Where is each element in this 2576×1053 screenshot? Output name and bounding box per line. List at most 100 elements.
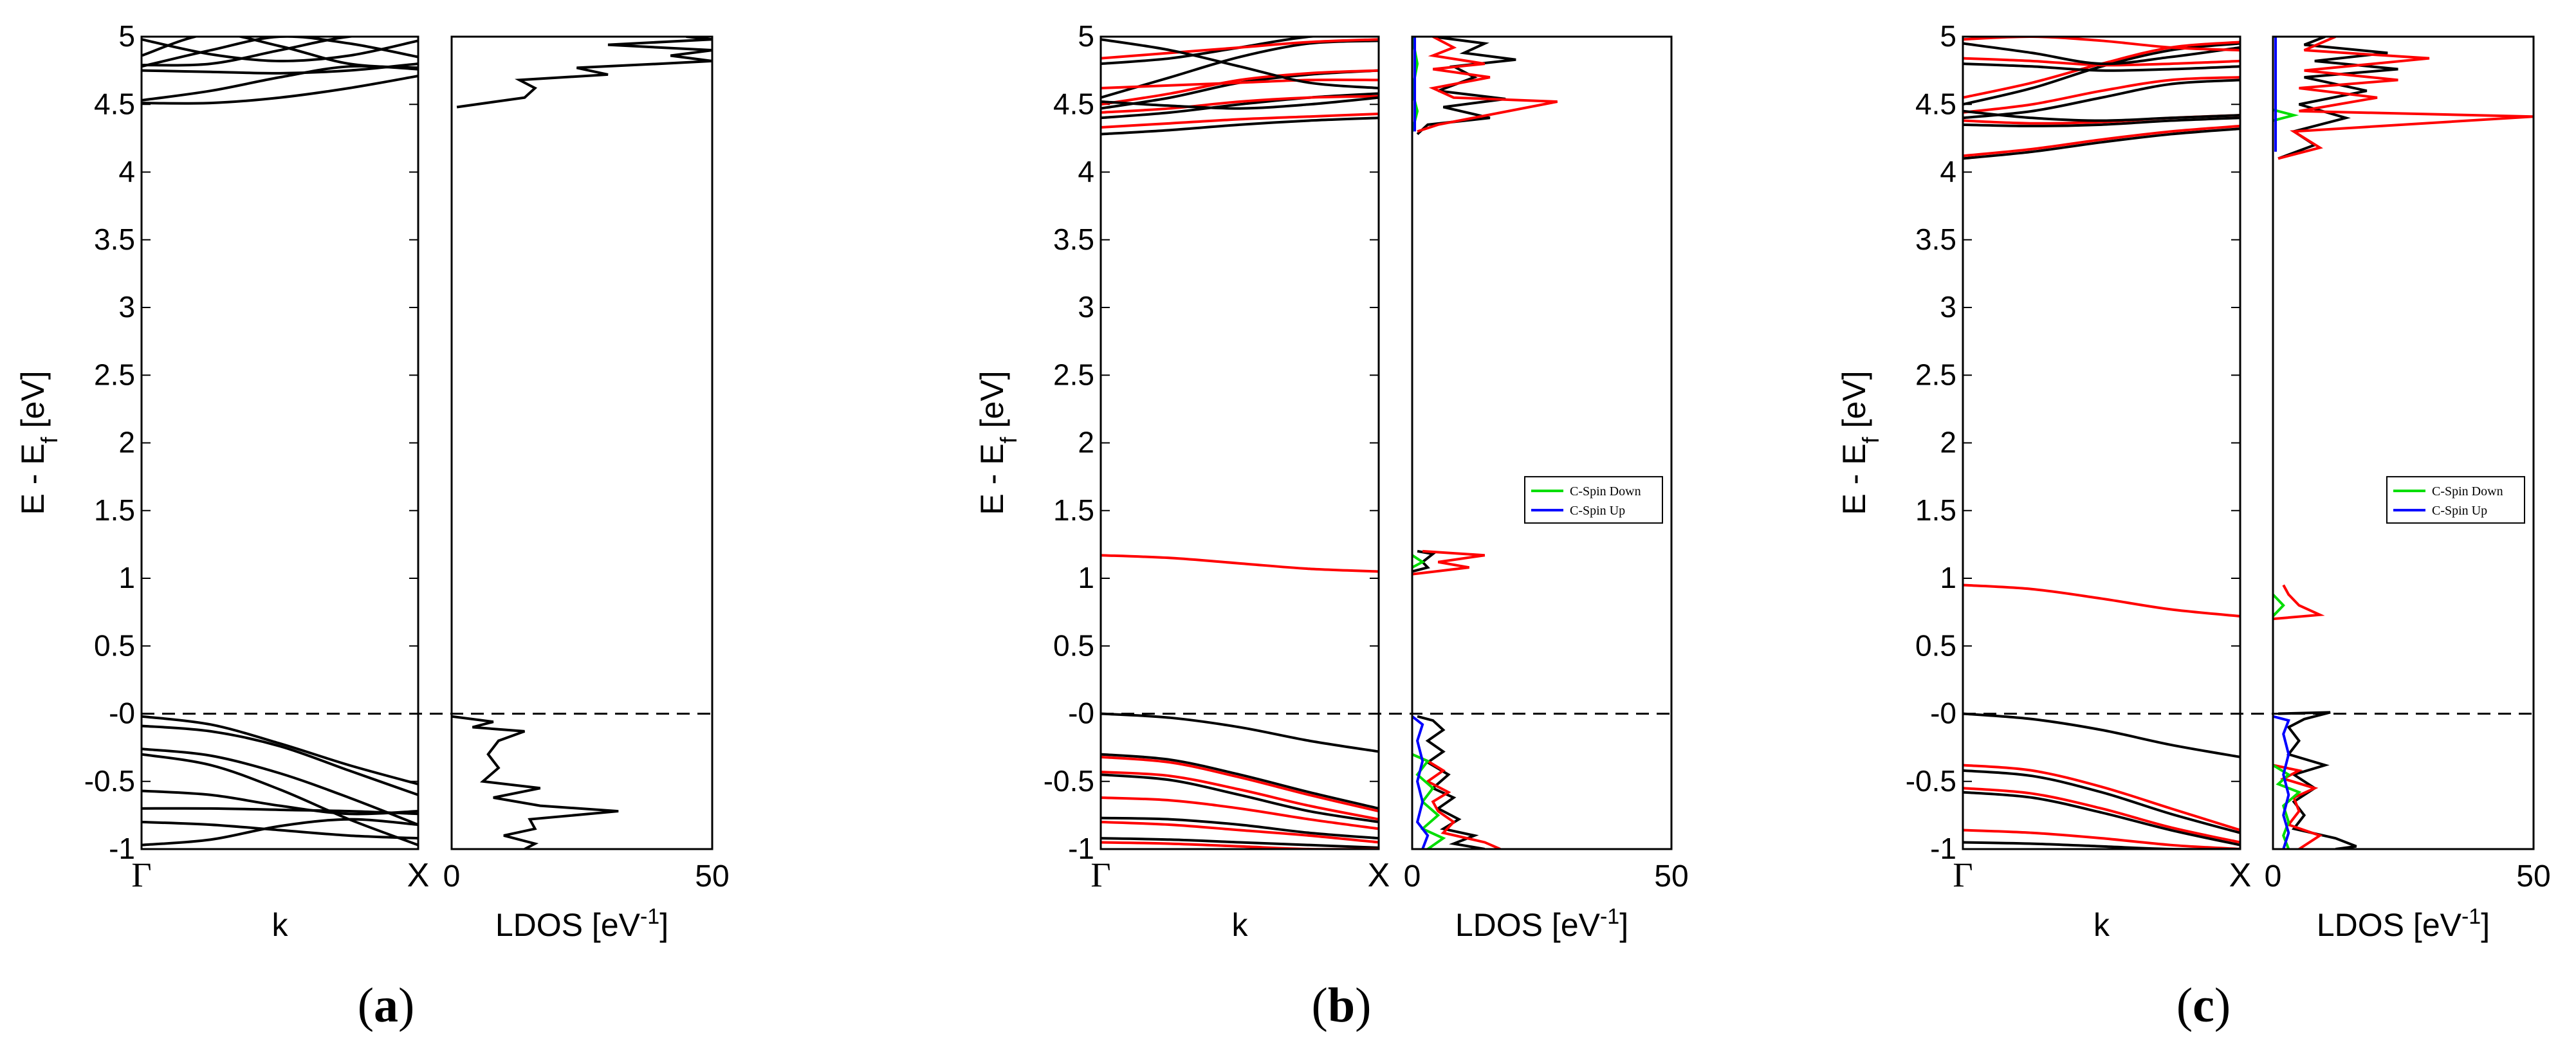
band-line xyxy=(142,37,365,67)
band-line xyxy=(1101,712,1379,753)
band-line xyxy=(1101,837,1379,849)
band-line xyxy=(1963,787,2240,844)
band-line xyxy=(1963,712,2240,758)
y-tick-label: 1 xyxy=(1940,561,1956,594)
band-frame xyxy=(140,35,419,850)
ldos-x-tick-label: 0 xyxy=(443,859,461,893)
band-line xyxy=(1101,39,1379,99)
band-line xyxy=(1963,42,2240,66)
ldos-x-tick-label: 50 xyxy=(695,859,729,893)
y-tick-label: -0.5 xyxy=(1906,764,1956,798)
x-tick-label-x: X xyxy=(2229,857,2252,894)
y-tick-label: 3.5 xyxy=(1053,223,1094,256)
x-tick-label-gamma: Γ xyxy=(1090,856,1110,894)
band-line xyxy=(1963,791,2240,847)
band-line xyxy=(1101,773,1379,823)
band-line xyxy=(1101,95,1379,114)
y-tick-label: 4.5 xyxy=(94,87,135,120)
ldos-line xyxy=(1412,554,1426,569)
y-tick-label: 1 xyxy=(118,561,135,594)
band-line xyxy=(1101,116,1379,136)
y-tick-label: -0 xyxy=(109,697,135,730)
legend-label: C-Spin Down xyxy=(1570,484,1641,499)
y-tick-label: 1.5 xyxy=(1915,493,1956,527)
band-line xyxy=(1963,769,2240,834)
band-line xyxy=(1101,38,1379,89)
y-tick-label: 2.5 xyxy=(94,358,135,391)
band-line xyxy=(142,38,418,62)
y-tick-label: 5 xyxy=(1078,19,1094,53)
y-tick-label: -0 xyxy=(1068,697,1094,730)
ldos-line xyxy=(2273,584,2325,621)
band-line xyxy=(142,747,418,826)
ldos-x-tick-label: 50 xyxy=(2516,859,2550,893)
ldos-line xyxy=(452,715,619,849)
ldos-x-axis-label: LDOS [eV-1] xyxy=(2317,904,2490,943)
band-lines xyxy=(1963,37,2240,849)
band-x-axis-label: k xyxy=(272,907,289,943)
band-lines xyxy=(142,37,418,847)
ldos-x-tick-label: 0 xyxy=(1404,859,1421,893)
y-tick-label: 0.5 xyxy=(1915,628,1956,662)
band-lines xyxy=(1101,37,1379,849)
y-tick-label: -1 xyxy=(1068,832,1094,865)
ldos-lines xyxy=(452,37,712,849)
ldos-line xyxy=(456,37,712,109)
band-line xyxy=(1963,829,2240,849)
y-tick-label: 2 xyxy=(118,426,135,459)
ldos-frame xyxy=(1411,35,1673,850)
legend-label: C-Spin Up xyxy=(2432,504,2487,518)
y-tick-label: 4.5 xyxy=(1053,87,1094,120)
band-line xyxy=(142,724,418,796)
y-tick-label: 3 xyxy=(1940,290,1956,324)
band-x-axis-label: k xyxy=(2093,907,2110,943)
ldos-frame xyxy=(2272,35,2535,850)
band-line xyxy=(1101,37,1329,66)
x-tick-label-x: X xyxy=(407,857,430,894)
band-line xyxy=(1963,764,2240,832)
y-tick-label: 4 xyxy=(1078,155,1094,188)
y-tick-label: -1 xyxy=(1930,832,1956,865)
band-line xyxy=(142,789,418,816)
band-line xyxy=(142,807,418,816)
band-line xyxy=(142,753,418,847)
band-line xyxy=(142,75,418,105)
x-tick-label-x: X xyxy=(1368,857,1390,894)
ldos-x-tick-label: 50 xyxy=(1654,859,1688,893)
legend-label: C-Spin Up xyxy=(1570,504,1625,518)
y-tick-label: -0.5 xyxy=(84,764,135,798)
ldos-line xyxy=(1412,753,1501,849)
y-tick-label: 5 xyxy=(118,19,135,53)
band-line xyxy=(1101,755,1379,813)
caption-a: (a) xyxy=(357,978,415,1032)
band-line xyxy=(1963,109,2240,122)
y-axis-label: E - Ef[eV] xyxy=(1836,371,1884,515)
ldos-line xyxy=(2273,593,2285,618)
y-tick-label: -1 xyxy=(109,832,135,865)
band-line xyxy=(1963,127,2240,160)
band-line xyxy=(1963,57,2240,67)
ldos-line xyxy=(2273,764,2302,849)
band-line xyxy=(1963,116,2240,127)
y-tick-label: 1 xyxy=(1078,561,1094,594)
legend-box xyxy=(1524,476,1663,524)
band-line xyxy=(1101,69,1379,106)
band-line xyxy=(1963,78,2240,120)
y-tick-label: 4 xyxy=(1940,155,1956,188)
band-line xyxy=(1963,841,2240,849)
ldos-line xyxy=(2277,37,2534,160)
ldos-line xyxy=(1412,549,1486,576)
legend-box xyxy=(2386,476,2525,524)
y-tick-label: 3 xyxy=(118,290,135,324)
band-line xyxy=(142,715,418,785)
band-frame xyxy=(1099,35,1380,850)
legend-label: C-Spin Down xyxy=(2432,484,2503,499)
y-axis-label: E - Ef[eV] xyxy=(15,371,62,515)
y-tick-label: -0.5 xyxy=(1044,764,1094,798)
band-line xyxy=(1101,96,1379,110)
ldos-frame xyxy=(450,35,713,850)
y-tick-label: 2 xyxy=(1940,426,1956,459)
y-tick-label: 3.5 xyxy=(1915,223,1956,256)
y-tick-label: 4 xyxy=(118,155,135,188)
